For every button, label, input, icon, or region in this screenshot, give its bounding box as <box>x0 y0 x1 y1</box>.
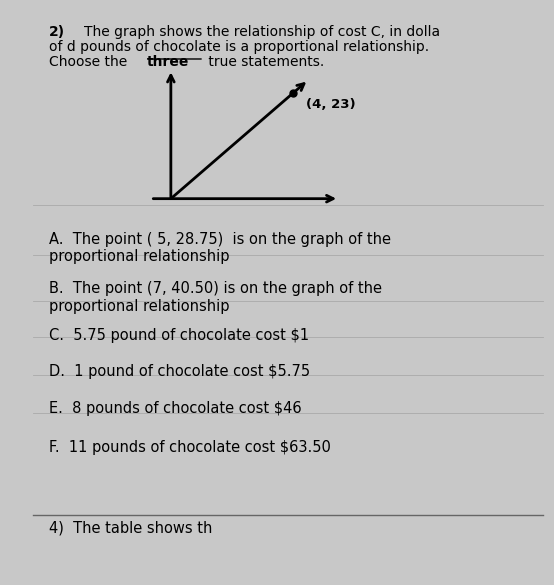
Text: Choose the: Choose the <box>49 55 131 69</box>
Text: C.  5.75 pound of chocolate cost $1: C. 5.75 pound of chocolate cost $1 <box>49 328 309 343</box>
Text: F.  11 pounds of chocolate cost $63.50: F. 11 pounds of chocolate cost $63.50 <box>49 439 330 455</box>
Text: (4, 23): (4, 23) <box>306 98 356 111</box>
Text: B.  The point (7, 40.50) is on the graph of the
proportional relationship: B. The point (7, 40.50) is on the graph … <box>49 281 382 314</box>
Text: three: three <box>146 55 189 69</box>
Text: The graph shows the relationship of cost C, in dolla: The graph shows the relationship of cost… <box>84 26 440 39</box>
Text: 2): 2) <box>49 26 65 39</box>
Text: of d pounds of chocolate is a proportional relationship.: of d pounds of chocolate is a proportion… <box>49 40 429 54</box>
Text: D.  1 pound of chocolate cost $5.75: D. 1 pound of chocolate cost $5.75 <box>49 364 310 378</box>
Text: 4)  The table shows th: 4) The table shows th <box>49 521 212 535</box>
Text: true statements.: true statements. <box>204 55 324 69</box>
Text: A.  The point ( 5, 28.75)  is on the graph of the
proportional relationship: A. The point ( 5, 28.75) is on the graph… <box>49 232 391 264</box>
Text: E.  8 pounds of chocolate cost $46: E. 8 pounds of chocolate cost $46 <box>49 401 301 416</box>
